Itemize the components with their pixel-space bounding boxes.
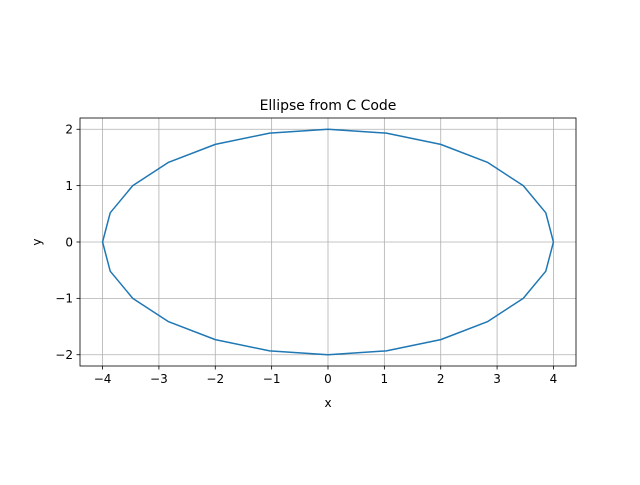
series-line — [101, 128, 555, 356]
y-tick-label: −2 — [55, 348, 73, 362]
y-tick-label: 1 — [65, 179, 73, 193]
x-tick-label: −4 — [94, 372, 112, 386]
x-tick-label: −1 — [263, 372, 281, 386]
x-tick-label: 0 — [324, 372, 332, 386]
x-tick-label: 1 — [381, 372, 389, 386]
series-layer — [101, 128, 555, 356]
ticks: −4 −3 −2 −1 0 1 2 3 4 −2 −1 0 1 2 — [55, 123, 557, 386]
y-tick-label: 0 — [65, 235, 73, 249]
x-tick-label: −2 — [206, 372, 224, 386]
chart-title: Ellipse from C Code — [260, 98, 397, 114]
x-tick-label: 3 — [493, 372, 501, 386]
y-tick-label: −1 — [55, 292, 73, 306]
x-tick-label: 2 — [437, 372, 445, 386]
x-tick-label: −3 — [150, 372, 168, 386]
y-tick-label: 2 — [65, 123, 73, 137]
y-axis-label: y — [30, 238, 44, 245]
x-axis-label: x — [324, 396, 331, 410]
x-tick-label: 4 — [550, 372, 558, 386]
